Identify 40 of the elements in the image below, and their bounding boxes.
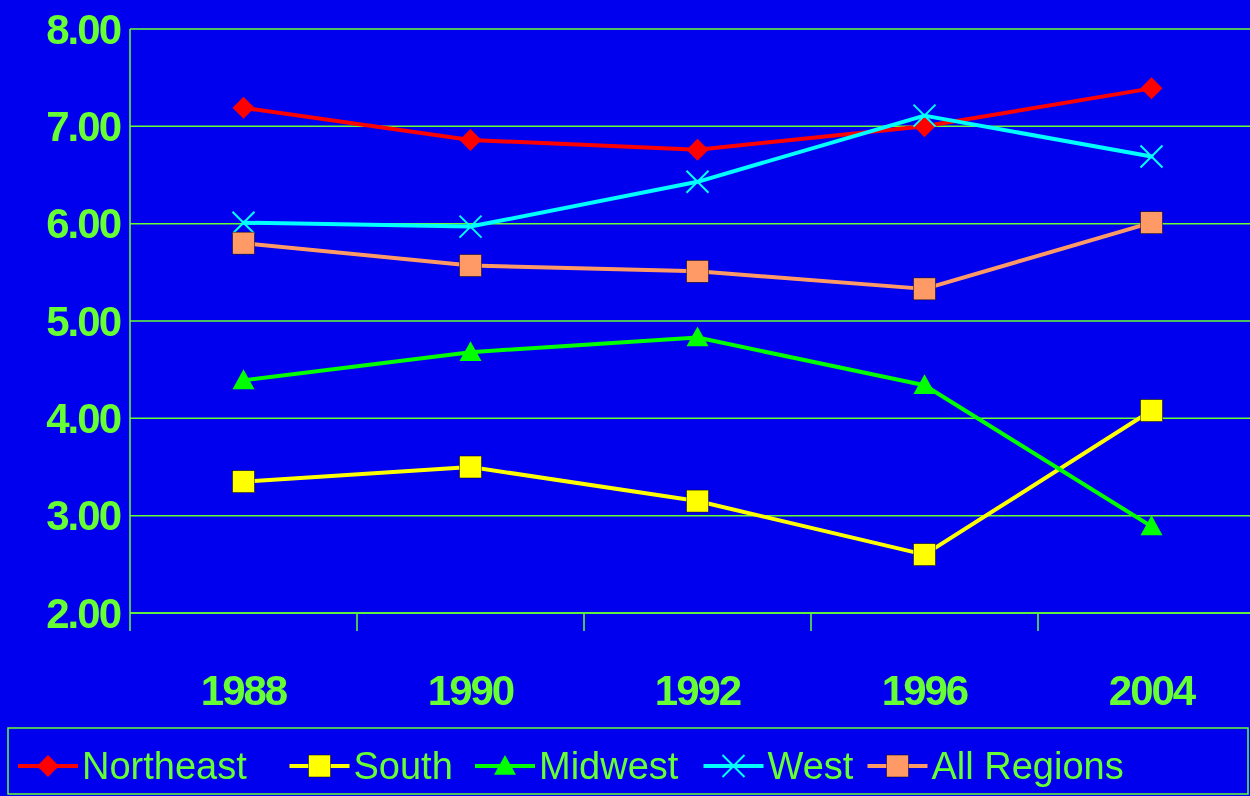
y-tick-label: 6.00 [46, 200, 121, 248]
y-tick-label: 8.00 [46, 5, 121, 53]
point [1140, 211, 1163, 234]
x-tick-label: 1992 [654, 666, 741, 714]
legend-label: Northeast [82, 745, 248, 788]
point [459, 254, 482, 277]
point [458, 214, 483, 239]
point [232, 369, 255, 390]
x-tick-label: 1996 [881, 666, 968, 714]
point [459, 128, 482, 151]
y-tick-label: 4.00 [46, 395, 121, 443]
y-tick-label: 3.00 [46, 492, 121, 540]
legend-label: Midwest [539, 745, 679, 788]
point [1140, 399, 1163, 422]
y-tick-label: 2.00 [46, 589, 121, 637]
x-tick-label: 1990 [427, 666, 514, 714]
point [232, 231, 255, 255]
point [232, 96, 255, 119]
point [685, 169, 710, 194]
point [459, 455, 482, 479]
legend-label: All Regions [931, 745, 1124, 788]
point [912, 103, 937, 128]
point [686, 326, 709, 347]
point [232, 470, 255, 493]
x-tick-label: 2004 [1108, 666, 1197, 714]
point [913, 543, 936, 566]
point [459, 341, 482, 361]
point [686, 138, 709, 161]
legend-label: South [353, 745, 453, 788]
point [1139, 144, 1164, 169]
legend-label: West [767, 745, 854, 788]
point [1140, 515, 1163, 536]
point [913, 277, 936, 301]
point [913, 374, 936, 395]
y-tick-label: 7.00 [46, 103, 121, 151]
x-tick-label: 1988 [200, 666, 288, 714]
y-tick-label: 5.00 [46, 297, 121, 345]
point [686, 260, 709, 283]
point [686, 489, 709, 513]
point [1140, 77, 1163, 100]
